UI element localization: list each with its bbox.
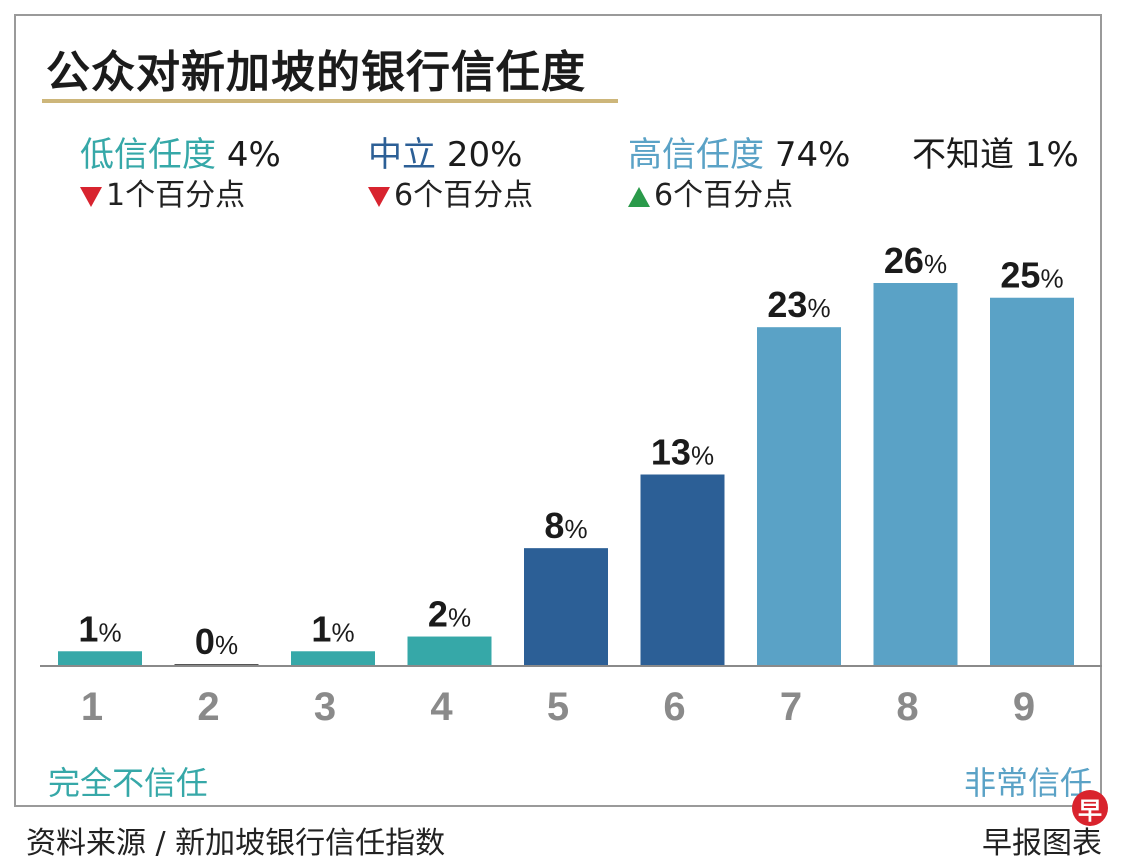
bar-7 bbox=[757, 327, 841, 666]
down-triangle-icon bbox=[80, 186, 102, 207]
scale-label-right: 非常信任 bbox=[963, 764, 1092, 802]
summary-low-trust: 低信任度 4% 1个百分点 bbox=[80, 134, 281, 216]
scale-label-left: 完全不信任 bbox=[48, 764, 209, 802]
summary-high-trust: 高信任度 74% 6个百分点 bbox=[628, 134, 850, 216]
bar-4 bbox=[407, 636, 492, 666]
bar-3 bbox=[291, 651, 375, 666]
bar-6 bbox=[640, 474, 725, 666]
data-label-7: 23% bbox=[767, 284, 830, 325]
tick-label-9: 9 bbox=[1013, 685, 1035, 729]
chart-title: 公众对新加坡的银行信任度 bbox=[46, 47, 586, 98]
data-label-9: 25% bbox=[1000, 255, 1063, 296]
zaobao-logo-icon: 早 bbox=[1072, 790, 1108, 826]
data-label-8: 26% bbox=[884, 240, 947, 281]
summary-dontknow-value: 1% bbox=[1024, 135, 1079, 175]
summary-low-label: 低信任度 bbox=[80, 135, 216, 175]
tick-label-2: 2 bbox=[197, 685, 219, 729]
summary-high-change: 6个百分点 bbox=[654, 178, 794, 213]
summary-low-value: 4% bbox=[226, 135, 281, 175]
tick-label-8: 8 bbox=[896, 685, 918, 729]
summary-neutral-change: 6个百分点 bbox=[394, 178, 534, 213]
down-triangle-icon bbox=[368, 186, 390, 207]
summary-neutral: 中立 20% 6个百分点 bbox=[368, 134, 533, 216]
data-label-5: 8% bbox=[544, 505, 587, 546]
bar-5 bbox=[524, 548, 608, 666]
data-label-6: 13% bbox=[651, 432, 714, 473]
summary-low-change: 1个百分点 bbox=[106, 178, 246, 213]
title-underline bbox=[42, 99, 618, 103]
tick-label-5: 5 bbox=[547, 685, 569, 729]
tick-label-6: 6 bbox=[663, 685, 685, 729]
summary-neutral-label: 中立 bbox=[368, 135, 436, 175]
data-label-4: 2% bbox=[428, 594, 471, 635]
data-label-1: 1% bbox=[78, 608, 121, 649]
bar-8 bbox=[873, 283, 958, 666]
summary-neutral-value: 20% bbox=[446, 135, 523, 175]
tick-label-4: 4 bbox=[430, 685, 453, 729]
tick-label-1: 1 bbox=[81, 685, 103, 729]
up-triangle-icon bbox=[628, 186, 650, 207]
tick-label-3: 3 bbox=[314, 685, 336, 729]
summary-high-value: 74% bbox=[774, 135, 851, 175]
source-note: 资料来源 / 新加坡银行信任指数 bbox=[26, 826, 446, 861]
summary-dontknow-label: 不知道 bbox=[912, 135, 1014, 175]
bar-1 bbox=[58, 651, 142, 666]
data-label-3: 1% bbox=[311, 608, 354, 649]
credit-note: 早报图表 bbox=[982, 826, 1102, 861]
summary-dont-know: 不知道 1% bbox=[912, 134, 1079, 176]
data-label-2: 0% bbox=[195, 621, 238, 662]
tick-label-7: 7 bbox=[780, 685, 802, 729]
summary-high-label: 高信任度 bbox=[628, 135, 764, 175]
bar-9 bbox=[990, 297, 1074, 666]
